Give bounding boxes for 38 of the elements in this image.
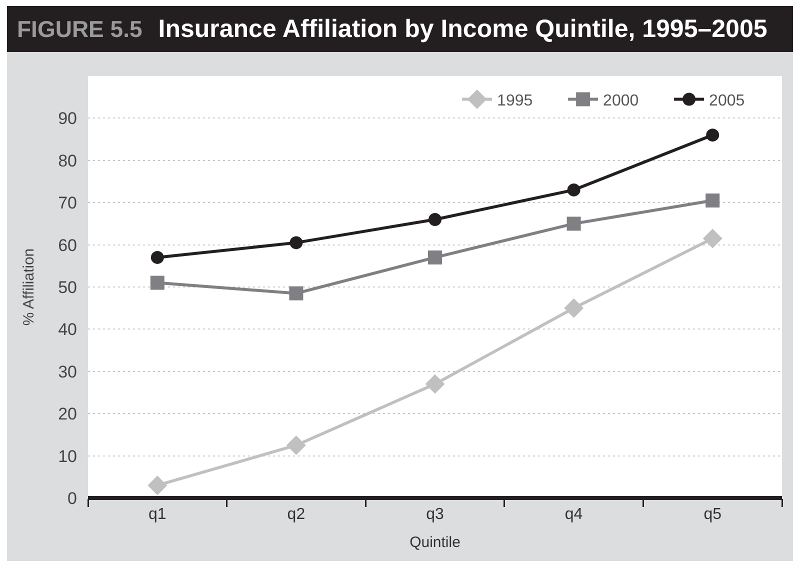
y-tick-label: 10 — [58, 446, 77, 466]
point — [566, 216, 581, 231]
point — [148, 476, 168, 496]
point — [289, 286, 304, 300]
point — [425, 374, 445, 394]
x-tick-label: q4 — [564, 506, 583, 523]
point — [564, 298, 584, 318]
point — [706, 128, 720, 142]
legend-label: 2005 — [709, 92, 745, 110]
y-tick-label: 80 — [58, 151, 77, 170]
y-tick-label: 40 — [58, 320, 77, 340]
y-tick-label: 70 — [58, 194, 77, 213]
x-axis-title: Quintile — [410, 534, 460, 551]
x-tick-label: q1 — [148, 506, 166, 523]
point — [286, 436, 306, 455]
y-tick-label: 20 — [58, 404, 77, 424]
legend-label: 2000 — [603, 92, 639, 110]
caption: FIGURE 5.5 — [17, 16, 142, 42]
legend-label: 1995 — [497, 92, 533, 110]
y-tick-label: 50 — [58, 278, 77, 297]
x-tick-label: q3 — [426, 506, 444, 523]
point — [150, 250, 164, 264]
x-tick-label: q5 — [704, 506, 722, 523]
x-tick-label: q2 — [287, 506, 306, 523]
point — [290, 236, 303, 250]
point — [706, 193, 720, 208]
y-tick-label: 0 — [68, 488, 77, 508]
point — [150, 276, 164, 290]
y-tick-label: 90 — [58, 109, 77, 128]
point — [702, 228, 722, 248]
y-axis-title: % Affiliation — [20, 248, 38, 326]
y-tick-label: 60 — [58, 236, 77, 255]
y-tick-label: 30 — [58, 362, 77, 382]
point — [567, 183, 580, 196]
point — [428, 250, 442, 264]
point — [428, 212, 442, 226]
chart-title: Insurance Affiliation by Income Quintile, 1995–2005 — [158, 14, 768, 44]
header-banner: FIGURE 5.5 Insurance Affiliation by Income Quintile, 1995–2005 — [7, 6, 793, 52]
